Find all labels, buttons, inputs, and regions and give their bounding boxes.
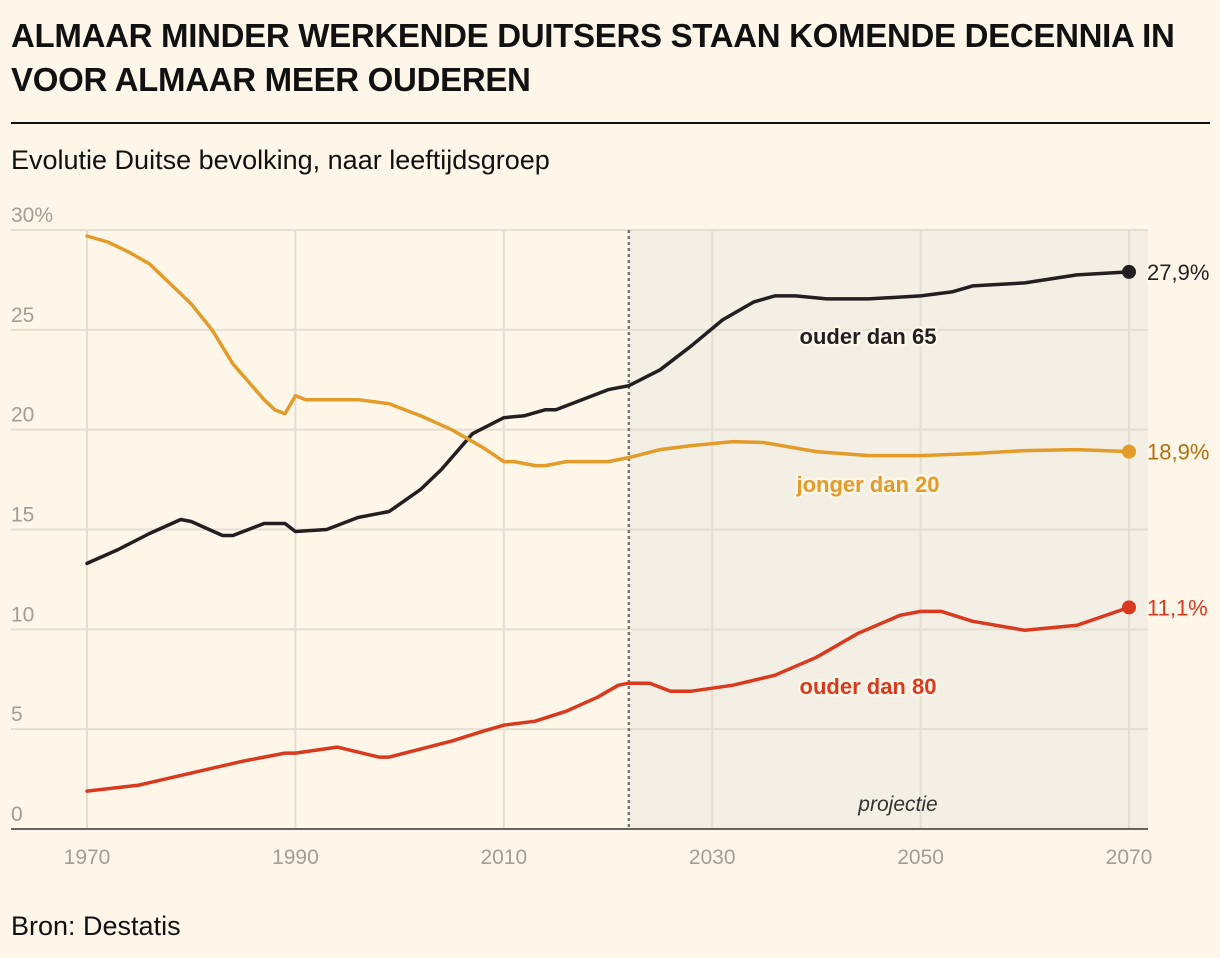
series-label: jonger dan 20 bbox=[795, 472, 939, 497]
y-tick-label: 25 bbox=[11, 304, 34, 327]
y-tick-label: 30% bbox=[11, 204, 53, 227]
chart-title: ALMAAR MINDER WERKENDE DUITSERS STAAN KO… bbox=[11, 17, 1175, 98]
series-end-dot bbox=[1122, 264, 1136, 279]
title-divider bbox=[11, 122, 1210, 124]
series-end-label: 18,9% bbox=[1147, 440, 1209, 465]
series-label: ouder dan 65 bbox=[800, 324, 937, 349]
x-tick-label: 2050 bbox=[897, 846, 944, 869]
source-note: Bron: Destatis bbox=[11, 911, 181, 941]
series-end-dot bbox=[1122, 600, 1136, 615]
series-line bbox=[85, 234, 1131, 468]
chart-subtitle: Evolutie Duitse bevolking, naar leeftijd… bbox=[11, 145, 550, 175]
series-end-dot bbox=[1122, 444, 1136, 459]
series-label: ouder dan 80 bbox=[800, 674, 937, 699]
x-tick-label: 2070 bbox=[1106, 846, 1153, 869]
y-tick-label: 0 bbox=[11, 803, 23, 826]
x-tick-label: 1970 bbox=[64, 846, 111, 869]
y-tick-label: 20 bbox=[11, 404, 34, 427]
x-tick-label: 1990 bbox=[272, 846, 319, 869]
series-line bbox=[85, 605, 1131, 793]
y-tick-label: 5 bbox=[11, 703, 23, 726]
y-tick-label: 10 bbox=[11, 603, 34, 626]
series-end-label: 27,9% bbox=[1147, 260, 1209, 285]
series-line bbox=[85, 270, 1131, 566]
y-tick-label: 15 bbox=[11, 504, 34, 527]
x-tick-label: 2030 bbox=[689, 846, 736, 869]
projection-label: projectie bbox=[857, 793, 937, 816]
series-end-label: 11,1% bbox=[1147, 595, 1208, 620]
x-tick-label: 2010 bbox=[480, 846, 527, 869]
